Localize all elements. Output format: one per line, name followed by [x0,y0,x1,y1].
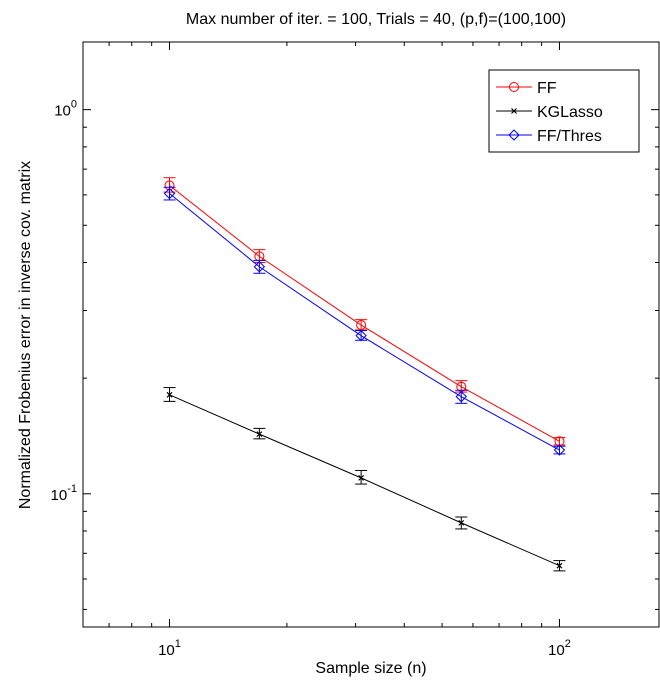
x-tick-label: 102 [548,638,571,659]
legend-label-kglasso: KGLasso [537,104,603,121]
y-axis-label: Normalized Frobenius error in inverse co… [17,161,34,509]
x-tick-label: 101 [158,638,181,659]
data-point-kglasso [166,391,173,398]
series-kglasso [163,387,566,572]
legend-marker-ff-thres [508,129,520,141]
data-point-ff-thres [253,261,266,273]
legend-marker-kglasso [511,108,517,114]
legend: FF KGLasso FF/Thres [488,69,640,153]
y-tick-label: 100 [54,99,77,120]
legend-marker-ff [509,82,519,92]
series-ff-thres [163,186,566,456]
legend-label-ff: FF [537,80,557,97]
legend-label-ff-thres: FF/Thres [537,128,602,145]
data-point-kglasso [458,519,465,526]
data-point-kglasso [358,474,365,481]
data-point-kglasso [256,431,263,438]
data-point-ff-thres [553,444,566,456]
data-point-ff-thres [163,187,176,200]
data-point-kglasso [556,562,563,569]
x-axis-label: Sample size (n) [315,660,426,677]
error-bar-ff-thres [553,445,566,455]
data-point-ff-thres [355,329,367,342]
y-tick-label: 10-1 [51,483,77,504]
data-point-ff [356,320,367,331]
chart-title: Max number of iter. = 100, Trials = 40, … [186,11,566,28]
data-point-ff-thres [455,390,467,403]
